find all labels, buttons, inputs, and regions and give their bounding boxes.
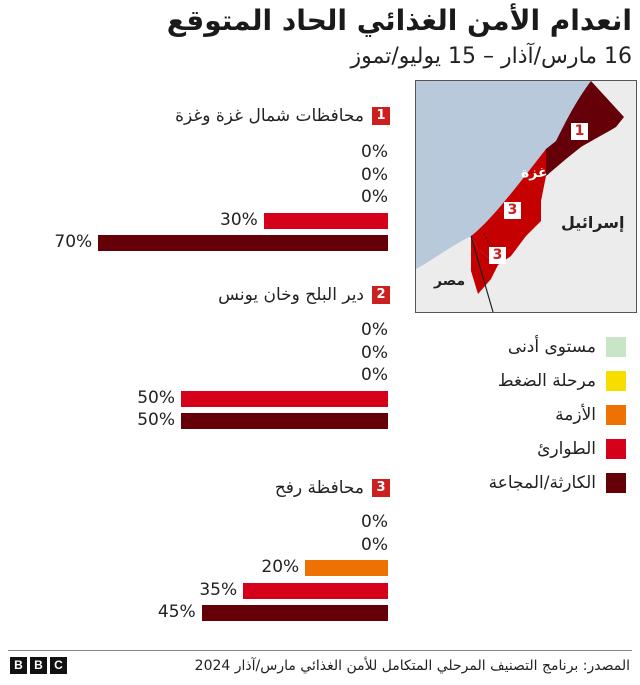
source-note: المصدر: برنامج التصنيف المرحلي المتكامل … [194,658,630,674]
bar-row: 0% [0,365,640,385]
bar-value-label: 0% [361,365,388,385]
section-2-title: 2 دير البلح وخان يونس [218,285,390,305]
bbc-logo: B B C [10,657,67,674]
section-3-label: محافظة رفح [274,478,364,498]
bar-row: 30% [0,209,640,230]
map-badge-3: 3 [489,247,506,264]
bar [181,413,388,429]
section-3-badge: 3 [372,479,390,497]
legend-item-minimal: مستوى أدنى [489,330,626,364]
legend-item-crisis: الأزمة [489,398,626,432]
bar-value-label: 50% [137,387,175,408]
legend-item-emergency: الطوارئ [489,432,626,466]
bar-row: 35% [0,579,640,600]
bar [305,560,388,576]
bar-value-label: 45% [157,602,196,622]
section-2-badge: 2 [372,286,390,304]
legend: مستوى أدنى مرحلة الضغط الأزمة الطوارئ ال… [489,330,626,500]
bar-row: 0% [0,534,640,555]
legend-swatch [606,371,626,391]
legend-swatch [606,473,626,493]
map-label-egypt: مصر [434,273,466,289]
bar-row: 0% [0,187,640,207]
bar [243,582,388,599]
legend-swatch [606,405,626,425]
legend-swatch [606,439,626,459]
section-3-title: 3 محافظة رفح [275,478,390,498]
map-badge-2: 3 [504,202,521,219]
legend-swatch [606,337,626,357]
bar-value-label: 35% [199,579,238,600]
bar-value-label: 30% [220,209,258,230]
bar-value-label: 0% [361,342,388,363]
bar [201,605,388,621]
chart-subtitle: 16 مارس/آذار – 15 يوليو/تموز [350,44,632,69]
section-1-badge: 1 [372,107,390,125]
gaza-map: 1 غزة 3 3 إسرائيل مصر [415,80,637,313]
bar-row: 70% [0,232,640,252]
bar [263,212,388,229]
section-1-title: 1 محافظات شمال غزة وغزة [175,106,390,126]
bar-value-label: 20% [261,557,300,577]
bar-row: 50% [0,387,640,408]
bar-row: 0% [0,512,640,532]
bar-value-label: 0% [361,512,388,532]
bar-row: 50% [0,410,640,430]
bar-row: 45% [0,602,640,622]
bar-value-label: 50% [137,410,175,430]
bar-row: 20% [0,557,640,577]
legend-item-stressed: مرحلة الضغط [489,364,626,398]
chart-title: انعدام الأمن الغذائي الحاد المتوقع [166,4,632,37]
bar-value-label: 0% [361,164,388,185]
bar-row: 0% [0,164,640,185]
bar-row: 0% [0,320,640,340]
section-1-label: محافظات شمال غزة وغزة [175,106,364,126]
footer-divider [8,650,632,651]
map-label-israel: إسرائيل [561,213,625,232]
bar-value-label: 0% [361,320,388,340]
bar-value-label: 0% [361,187,388,207]
bar-row: 0% [0,142,640,162]
bar [181,390,388,407]
section-2-label: دير البلح وخان يونس [218,285,364,305]
bar [98,235,388,251]
legend-item-famine: الكارثة/المجاعة [489,466,626,500]
bar-value-label: 0% [361,142,388,162]
bar-value-label: 70% [54,232,93,252]
map-badge-1: 1 [571,123,588,140]
map-label-gaza: غزة [521,165,548,181]
bar-value-label: 0% [361,534,388,555]
bar-row: 0% [0,342,640,363]
